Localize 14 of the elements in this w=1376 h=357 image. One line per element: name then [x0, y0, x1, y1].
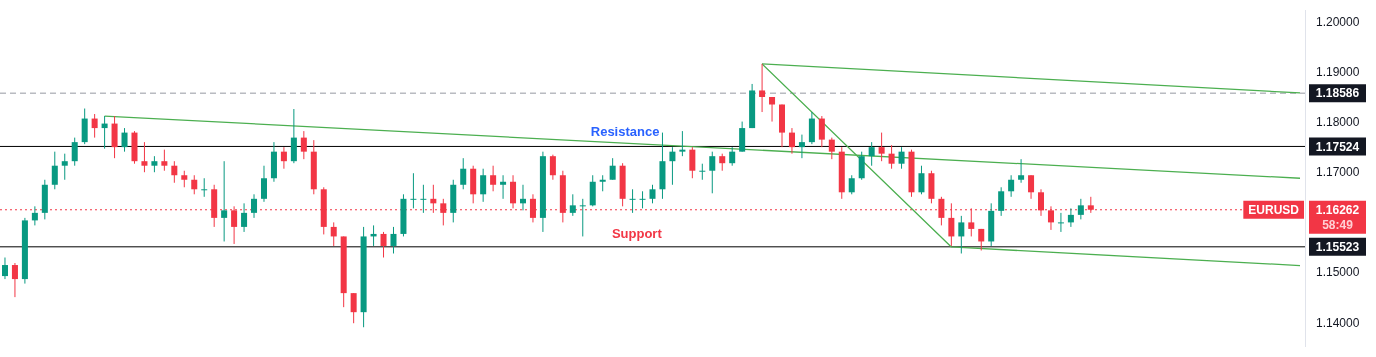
y-tick-label: 1.15000: [1315, 265, 1360, 280]
annotation: Resistance: [590, 124, 660, 140]
text: 58:49: [1322, 218, 1354, 233]
y-tick-label: 1.18000: [1315, 114, 1360, 129]
ref-line-label: 1.15523: [1315, 240, 1360, 255]
annotation: Support: [611, 226, 663, 242]
y-tick-label: 1.17000: [1315, 165, 1360, 180]
ref-line-label: 1.17524: [1315, 139, 1360, 154]
annotation: EURUSD: [1248, 203, 1300, 218]
y-tick-label: 1.20000: [1315, 14, 1360, 29]
ref-line-label: 1.18586: [1315, 86, 1360, 101]
y-tick-label: 1.14000: [1315, 315, 1360, 330]
y-tick-label: 1.19000: [1315, 64, 1360, 79]
ref-line-label: 1.16262: [1315, 203, 1360, 218]
